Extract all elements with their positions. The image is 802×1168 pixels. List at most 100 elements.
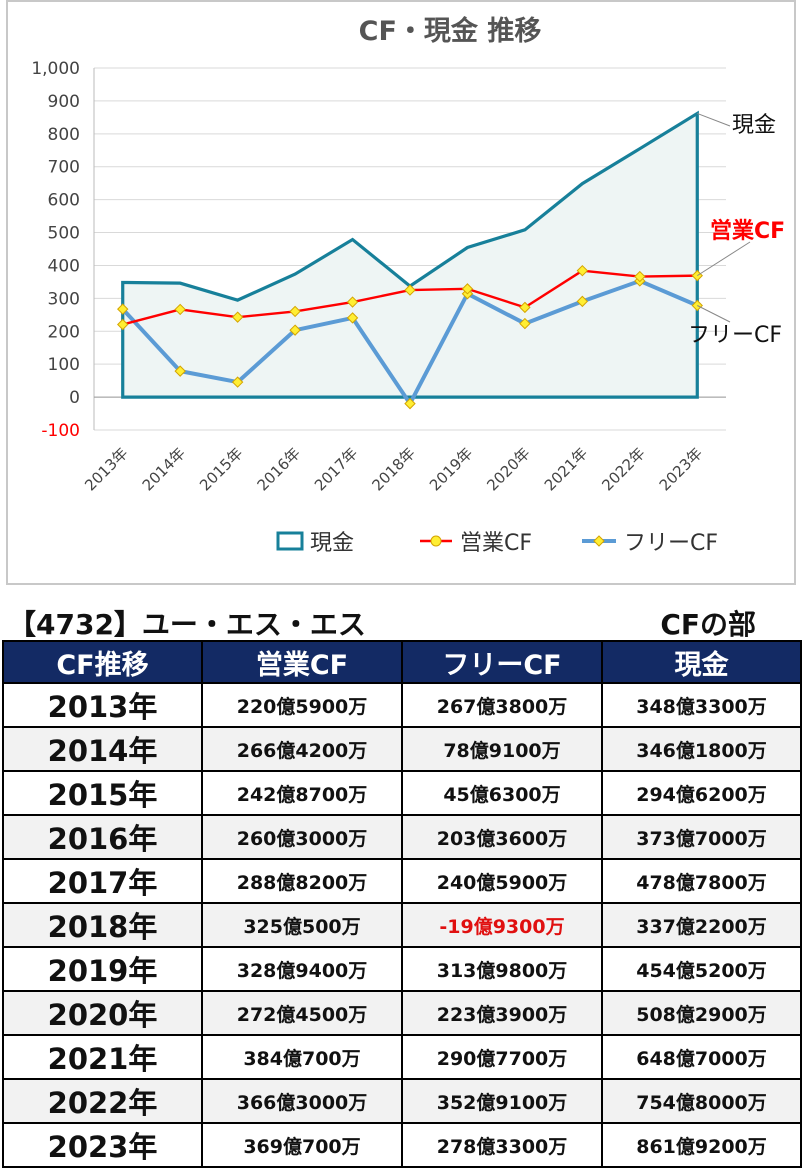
point-free-cf (117, 303, 129, 315)
free-cf-cell: 290億7700万 (401, 1034, 603, 1080)
table-row: 2015年 242億8700万 45億6300万 294億6200万 (2, 770, 802, 816)
year-cell: 2016年 (2, 814, 203, 860)
x-tick-label: 2019年 (426, 444, 476, 494)
x-tick-label: 2020年 (483, 444, 533, 494)
year-cell: 2017年 (2, 858, 203, 904)
table-row: 2018年 325億500万 -19億9300万 337億2200万 (2, 902, 802, 948)
x-tick-label: 2015年 (196, 444, 246, 494)
year-cell: 2015年 (2, 770, 203, 816)
x-tick-label: 2013年 (81, 444, 131, 494)
free-cf-cell: -19億9300万 (401, 902, 603, 948)
annotation-free-cf-leader (697, 305, 731, 323)
operating-cf-cell: 384億700万 (201, 1034, 403, 1080)
table-row: 2022年 366億3000万 352億9100万 754億8000万 (2, 1078, 802, 1124)
operating-cf-cell: 272億4500万 (201, 990, 403, 1036)
table-row: 2016年 260億3000万 203億3600万 373億7000万 (2, 814, 802, 860)
cash-cell: 478億7800万 (601, 858, 802, 904)
cash-cell: 508億2900万 (601, 990, 802, 1036)
legend-cash-label: 現金 (310, 531, 354, 556)
cash-cell: 373億7000万 (601, 814, 802, 860)
point-free-cf (404, 397, 416, 410)
point-free-cf (231, 376, 244, 388)
cash-cell: 861億9200万 (601, 1122, 802, 1168)
x-tick-label: 2014年 (139, 444, 189, 494)
series-cash-area (121, 110, 699, 399)
table-row: 2017年 288億8200万 240億5900万 478億7800万 (2, 858, 802, 904)
table-row: 2013年 220億5900万 267億3800万 348億3300万 (2, 682, 802, 728)
operating-cf-cell: 369億700万 (201, 1122, 403, 1168)
y-tick-label: 200 (48, 322, 80, 342)
point-free-cf (519, 317, 531, 330)
x-tick-label: 2021年 (541, 444, 591, 494)
cash-cell: 754億8000万 (601, 1078, 802, 1124)
y-tick-label: 700 (48, 158, 80, 178)
free-cf-cell: 240億5900万 (401, 858, 603, 904)
header-operating-cf: 営業CF (201, 640, 403, 684)
free-cf-cell: 203億3600万 (401, 814, 603, 860)
point-operating-cf (461, 283, 474, 295)
cf-table: CF推移 営業CF フリーCF 現金 2013年 220億5900万 267億380… (2, 640, 802, 1168)
chart-title: CF・現金 推移 (359, 15, 542, 47)
free-cf-cell: 267億3800万 (401, 682, 603, 728)
annotation-free-cf: フリーCF (688, 323, 782, 348)
year-cell: 2020年 (2, 990, 203, 1036)
point-free-cf (346, 312, 359, 324)
table-row: 2019年 328億9400万 313億9800万 454億5200万 (2, 946, 802, 992)
operating-cf-cell: 328億9400万 (201, 946, 403, 992)
table-row: 2023年 369億700万 278億3300万 861億9200万 (2, 1122, 802, 1168)
header-cf-trend: CF推移 (2, 640, 203, 684)
free-cf-cell: 223億3900万 (401, 990, 603, 1036)
chart-frame: CF・現金 推移 1,000 900 800 700 600 500 400 300 200 10… (6, 0, 796, 585)
legend-operating-cf-marker (430, 535, 442, 547)
cf-cash-chart: CF・現金 推移 1,000 900 800 700 600 500 400 300 200 10… (31, 15, 785, 556)
year-cell: 2022年 (2, 1078, 203, 1124)
y-tick-label: 600 (48, 191, 80, 211)
operating-cf-cell: 325億500万 (201, 902, 403, 948)
y-tick-label: 900 (48, 92, 80, 112)
operating-cf-cell: 242億8700万 (201, 770, 403, 816)
point-free-cf (174, 365, 186, 377)
legend-free-cf-marker (593, 535, 605, 547)
y-tick-label: 400 (48, 256, 80, 276)
free-cf-cell: 278億3300万 (401, 1122, 603, 1168)
free-cf-cell: 78億9100万 (401, 726, 603, 772)
table-row: 2021年 384億700万 290億7700万 648億7000万 (2, 1034, 802, 1080)
cash-cell: 346億1800万 (601, 726, 802, 772)
year-cell: 2021年 (2, 1034, 203, 1080)
x-tick-label: 2023年 (656, 444, 706, 494)
operating-cf-cell: 266億4200万 (201, 726, 403, 772)
annotation-operating-cf-leader (697, 241, 751, 277)
annotation-cash: 現金 (732, 113, 776, 138)
annotation-operating-cf: 営業CF (710, 218, 785, 244)
x-tick-label: 2018年 (368, 444, 418, 494)
legend-cash-swatch (276, 531, 304, 551)
table-row: 2014年 266億4200万 78億9100万 346億1800万 (2, 726, 802, 772)
point-operating-cf (576, 264, 589, 277)
header-free-cf: フリーCF (401, 640, 603, 684)
operating-cf-cell: 220億5900万 (201, 682, 403, 728)
cash-cell: 454億5200万 (601, 946, 802, 992)
point-free-cf (289, 324, 301, 336)
x-tick-label: 2016年 (254, 444, 304, 494)
point-operating-cf (231, 311, 244, 323)
year-cell: 2023年 (2, 1122, 203, 1168)
operating-cf-cell: 260億3000万 (201, 814, 403, 860)
operating-cf-cell: 288億8200万 (201, 858, 403, 904)
table-header-row: CF推移 営業CF フリーCF 現金 (2, 640, 802, 684)
x-tick-label: 2022年 (598, 444, 648, 494)
point-operating-cf (519, 301, 531, 314)
cash-cell: 348億3300万 (601, 682, 802, 728)
cash-cell: 648億7000万 (601, 1034, 802, 1080)
point-operating-cf (289, 305, 301, 318)
point-operating-cf (634, 270, 646, 283)
y-tick-label: 0 (69, 388, 80, 408)
y-tick-label: 800 (48, 125, 80, 145)
annotation-cash-leader (697, 112, 731, 127)
header-cash: 現金 (601, 640, 802, 684)
free-cf-cell: 352億9100万 (401, 1078, 603, 1124)
section-title: CFの部 (660, 608, 756, 641)
operating-cf-cell: 366億3000万 (201, 1078, 403, 1124)
point-operating-cf (174, 303, 186, 316)
y-tick-label: 500 (48, 224, 80, 244)
y-tick-label: 300 (48, 289, 80, 309)
